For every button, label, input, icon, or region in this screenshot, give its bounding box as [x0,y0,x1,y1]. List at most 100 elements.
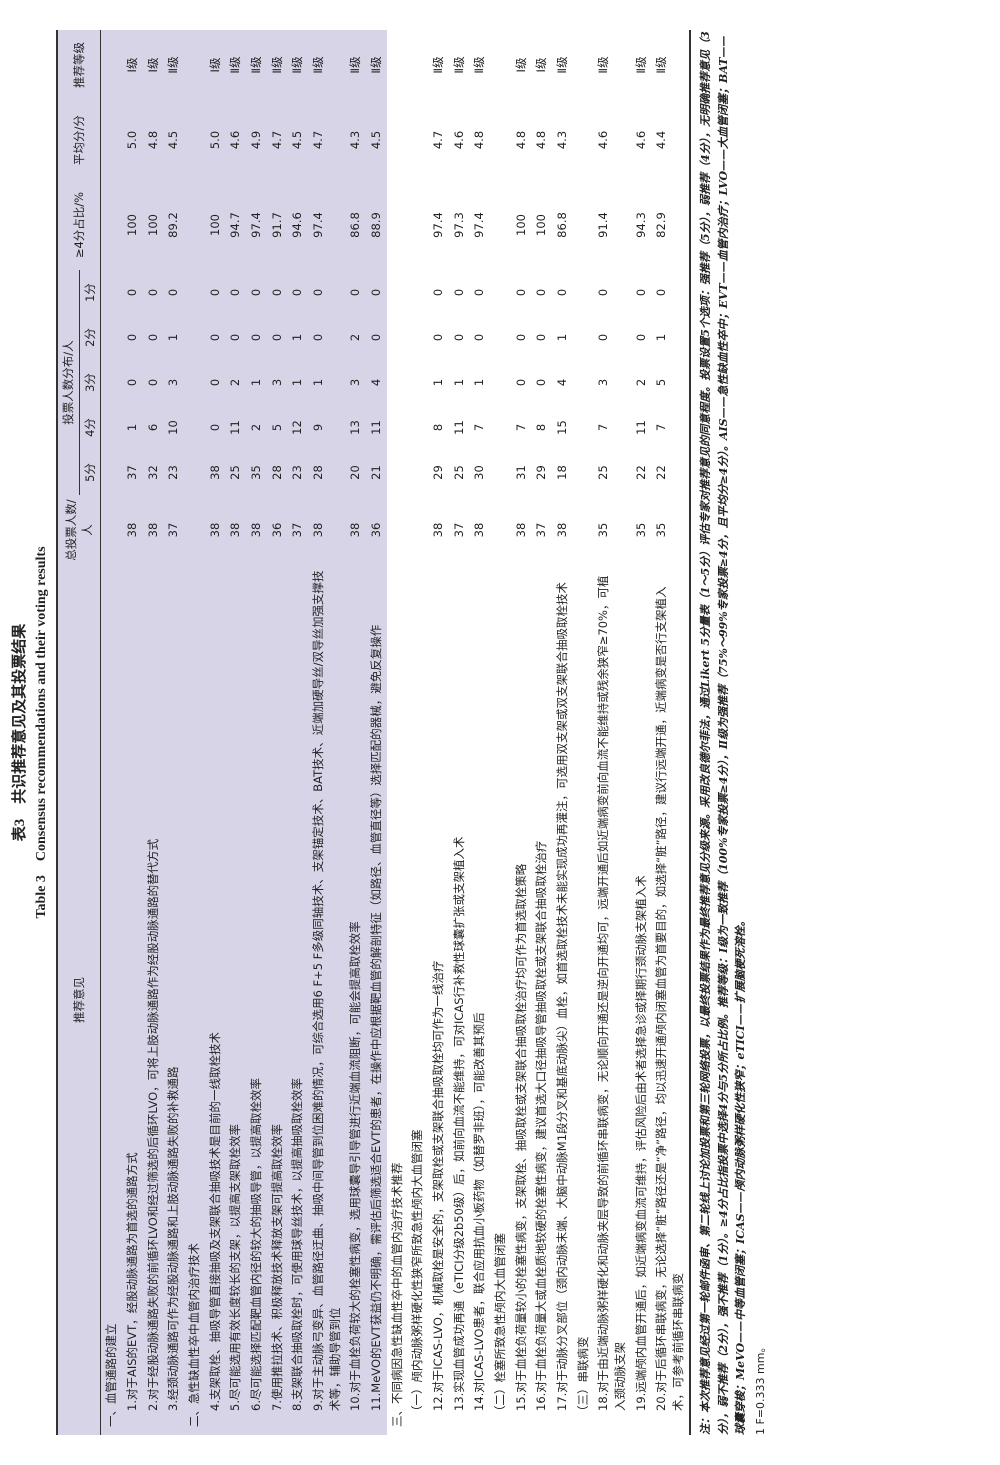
cell: 100 [204,180,226,270]
cell: 8 [431,423,446,432]
cell: 100 [142,180,164,270]
cell: 0 [204,360,226,405]
cell: 4.4 [651,100,690,180]
cell: 1 [163,315,185,360]
cell: 94.3 [633,212,648,238]
cell: 0 [204,405,226,450]
recommendation: 20.对于后循环串联病变，无论选择“脏”路径还是“净”路径，均以迅速开通颅内闭塞… [651,565,690,1435]
cell: 35 [633,522,648,538]
cell: 4.7 [266,100,288,180]
cell: Ⅱ级 [431,56,446,74]
data-row: 12.对于ICAS-LVO，机械取栓是安全的，支架取栓或支架联合抽吸取栓均可作为… [428,30,449,1435]
cell: 0 [142,360,164,405]
cell: 0 [204,315,226,360]
cell: 1 [122,405,143,450]
cell: 28 [266,450,288,495]
cell: 0 [225,270,247,315]
cell: 0 [366,270,387,315]
footnote: 1 F=0.333 mm。 [754,1341,767,1435]
data-row: 17.对于动脉分叉部位（颈内动脉末端、大脑中动脉M1段分叉和基底动脉尖）血栓，如… [552,30,573,1435]
cell: 0 [142,315,164,360]
cell: 97.4 [472,212,487,238]
cell: 38 [431,522,446,538]
cell: Ⅱ级 [472,56,487,74]
cell: 0 [122,270,143,315]
cell: 11 [633,420,648,435]
cell: 23 [287,450,309,495]
sub-header: 5分 [79,450,101,495]
cell: 100 [513,214,528,236]
section-row: 二、急性缺血性卒中血管内治疗技术 [184,30,205,1435]
cell: 3 [266,360,288,405]
data-row: 4.支架取栓、抽吸导管直接抽吸及支架联合抽吸技术是目前的一线取栓技术 38 38 0 0… [204,30,226,1435]
cell: 97.3 [451,212,466,238]
cell: Ⅱ级 [633,56,648,74]
cell: 37 [122,450,143,495]
data-row: 18.对于由近端动脉粥样硬化和动脉夹层导致的前循环串联病变，无论顺向开通还是逆向… [593,30,630,1435]
cell: 4 [366,360,387,405]
cell: Ⅱ级 [287,30,309,100]
cell: 91.4 [596,212,611,238]
data-row: 3.经颈动脉通路可作为经股动脉通路和上肢动脉通路失败的补救通路 37 23 10 3 1 0… [163,30,185,1435]
recommendation: 1.对于AIS的EVT，经股动脉通路为首选的通路方式 [122,565,143,1435]
cell: 22 [651,450,690,495]
cell: Ⅱ级 [596,56,611,74]
cell: 0 [163,270,185,315]
cell: 38 [225,495,247,565]
cell: 4.5 [163,100,185,180]
cell: 0 [651,270,690,315]
cell: 4.5 [287,100,309,180]
cell: 30 [472,465,487,480]
cell: 13 [345,405,367,450]
cell: 37 [287,495,309,565]
cell: 1 [287,315,309,360]
recommendation: 9.对于主动脉弓变异、血管路径迂曲、抽吸中间导管到位困难的情况，可综合选用6 F… [308,565,346,1435]
recommendation: 3.经颈动脉通路可作为经股动脉通路和上肢动脉通路失败的补救通路 [163,565,185,1435]
recommendation: 16.对于血栓负荷量大或血栓质地较硬的栓塞性病变，建议首选大口径抽吸导管抽吸取栓… [534,840,549,1411]
table-head: 推荐意见 总投票人数/人 投票人数分布/人 ≥4分占比/% 平均分/分 推荐等级 5分 4分 3… [57,30,101,1435]
cell: 0 [308,315,346,360]
data-row: 8.支架联合抽吸取栓时，可使用球导丝技术，以提高抽吸取栓效率 37 23 12 1 1 0 9… [287,30,309,1435]
cell: 82.9 [651,180,690,270]
cell: 31 [513,465,528,480]
recommendation: 19.远端颅内血管开通后，如近端病变血流可维持，评估风险后由术者选择急诊或择期行… [633,875,648,1411]
cell: 4.8 [534,130,549,150]
cell: Ⅱ级 [366,30,387,100]
cell: 4.6 [451,130,466,150]
recommendation: 8.支架联合抽吸取栓时，可使用球导丝技术，以提高抽吸取栓效率 [287,565,309,1435]
data-row: 19.远端颅内血管开通后，如近端病变血流可维持，评估风险后由术者选择急诊或择期行… [631,30,652,1435]
cell: 0 [122,315,143,360]
cell: 7 [513,423,528,432]
cell: 0 [122,360,143,405]
cell: Ⅱ级 [308,30,346,100]
cell: 20 [345,450,367,495]
cell: 21 [366,450,387,495]
cell: 29 [431,465,446,480]
cell: 0 [366,315,387,360]
cell: 7 [651,405,690,450]
cell: 5.0 [204,100,226,180]
table-note: 注：本次推荐意见经过第一轮邮件函审、第二轮线上讨论加投票和第三轮网络投票，以最终… [699,31,748,1435]
cell: 29 [534,465,549,480]
column-header: 投票人数分布/人 [57,270,80,495]
cell: 38 [345,495,367,565]
cell: 97.4 [431,212,446,238]
sub-header: 3分 [79,360,101,405]
data-row: 9.对于主动脉弓变异、血管路径迂曲、抽吸中间导管到位困难的情况，可综合选用6 F… [308,30,346,1435]
cell: 88.9 [366,180,387,270]
cell: 1 [555,333,570,342]
cell: 25 [451,465,466,480]
data-row: 16.对于血栓负荷量大或血栓质地较硬的栓塞性病变，建议首选大口径抽吸导管抽吸取栓… [531,30,552,1435]
section-row: 一、血管通路的建立 [100,30,123,1435]
sub-header: 2分 [79,315,101,360]
cell: Ⅱ级 [246,30,267,100]
cell: 0 [345,270,367,315]
cell: 18 [555,465,570,480]
cell: 100 [534,214,549,236]
cell: 5 [266,405,288,450]
cell: Ⅱ级 [225,30,247,100]
cell: 38 [246,495,267,565]
cell: 97.4 [246,180,267,270]
cell: 2 [225,360,247,405]
